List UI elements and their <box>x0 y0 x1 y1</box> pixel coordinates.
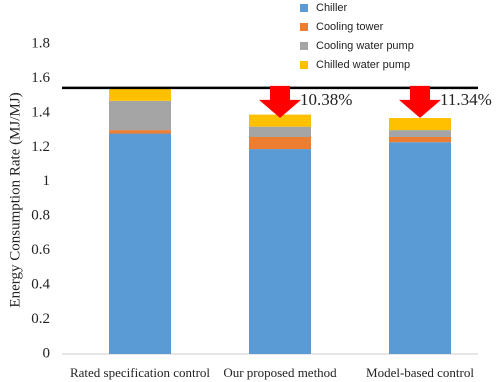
bar-segment <box>109 133 171 354</box>
legend-swatch <box>300 4 308 12</box>
y-tick-label: 0.4 <box>31 277 50 293</box>
legend-swatch <box>300 42 308 50</box>
legend-label: Cooling tower <box>316 21 384 33</box>
x-tick-label: Rated specification control <box>70 365 210 380</box>
y-tick-label: 0.8 <box>31 208 50 224</box>
bar-segment <box>249 149 311 354</box>
bar-segment <box>389 137 451 143</box>
y-tick-label: 1 <box>43 173 51 189</box>
legend-label: Chilled water pump <box>316 59 410 71</box>
annotation: 11.34% <box>440 90 492 109</box>
bar-segment <box>109 88 171 101</box>
legend-swatch <box>300 61 308 69</box>
reduction-arrow <box>259 85 301 118</box>
bar-segment <box>249 137 311 150</box>
x-tick-label: Our proposed method <box>223 365 337 380</box>
y-tick-label: 0.6 <box>31 242 50 258</box>
y-tick-label: 0 <box>43 345 51 361</box>
legend-label: Cooling water pump <box>316 40 414 52</box>
bar-segment <box>389 130 451 137</box>
x-tick-label: Model-based control <box>366 365 474 380</box>
legend-swatch <box>300 23 308 31</box>
y-tick-label: 0.2 <box>31 311 50 327</box>
y-axis-label: Energy Consumption Rate (MJ/MJ) <box>7 92 23 307</box>
bar-segment <box>389 118 451 131</box>
legend-label: Chiller <box>316 2 348 14</box>
y-tick-label: 1.4 <box>31 104 50 120</box>
bar-segment <box>109 130 171 134</box>
bar-segment <box>249 114 311 127</box>
annotation: 10.38% <box>300 90 352 109</box>
y-tick-label: 1.8 <box>31 35 50 51</box>
bar-segment <box>249 126 311 137</box>
reduction-arrow <box>399 85 441 118</box>
bar-segment <box>389 142 451 354</box>
y-tick-label: 1.2 <box>31 139 50 155</box>
bar-segment <box>109 100 171 131</box>
y-tick-label: 1.6 <box>31 70 50 86</box>
